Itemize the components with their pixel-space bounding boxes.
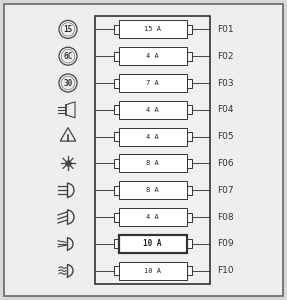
- Text: 4 A: 4 A: [146, 53, 159, 59]
- Text: F08: F08: [217, 212, 234, 221]
- Text: 4 A: 4 A: [146, 134, 159, 140]
- Bar: [187, 239, 191, 248]
- Text: F09: F09: [217, 239, 234, 248]
- Bar: [119, 235, 187, 253]
- Bar: [113, 186, 119, 195]
- Bar: [187, 132, 191, 141]
- Bar: [119, 181, 187, 199]
- Text: F10: F10: [217, 266, 234, 275]
- Text: F03: F03: [217, 79, 234, 88]
- Bar: [187, 52, 191, 61]
- Text: 8 A: 8 A: [146, 160, 159, 166]
- Bar: [113, 159, 119, 168]
- Bar: [113, 239, 119, 248]
- Bar: [113, 52, 119, 61]
- Text: F01: F01: [217, 25, 234, 34]
- Text: 10 A: 10 A: [143, 239, 162, 248]
- Bar: [113, 79, 119, 88]
- Bar: [119, 101, 187, 119]
- Text: F04: F04: [217, 105, 234, 114]
- Text: 10 A: 10 A: [144, 268, 161, 274]
- Text: 7 A: 7 A: [146, 80, 159, 86]
- Bar: [119, 128, 187, 146]
- Text: F02: F02: [217, 52, 234, 61]
- Text: 6C: 6C: [63, 52, 73, 61]
- Text: 15: 15: [63, 25, 73, 34]
- Bar: [119, 208, 187, 226]
- Bar: [95, 16, 210, 284]
- Text: 30: 30: [63, 79, 73, 88]
- Bar: [113, 105, 119, 114]
- Bar: [119, 20, 187, 38]
- Text: F06: F06: [217, 159, 234, 168]
- Text: 8 A: 8 A: [146, 187, 159, 193]
- Bar: [113, 266, 119, 275]
- Text: F07: F07: [217, 186, 234, 195]
- Bar: [119, 47, 187, 65]
- Bar: [187, 266, 191, 275]
- Bar: [187, 186, 191, 195]
- Text: 15 A: 15 A: [144, 26, 161, 32]
- Text: 4 A: 4 A: [146, 214, 159, 220]
- Bar: [187, 79, 191, 88]
- Bar: [119, 262, 187, 280]
- Text: F05: F05: [217, 132, 234, 141]
- Bar: [113, 25, 119, 34]
- Bar: [113, 212, 119, 221]
- Bar: [119, 154, 187, 172]
- Bar: [119, 74, 187, 92]
- Bar: [187, 212, 191, 221]
- Bar: [113, 132, 119, 141]
- Bar: [187, 159, 191, 168]
- Bar: [187, 105, 191, 114]
- Bar: [187, 25, 191, 34]
- Text: 4 A: 4 A: [146, 107, 159, 113]
